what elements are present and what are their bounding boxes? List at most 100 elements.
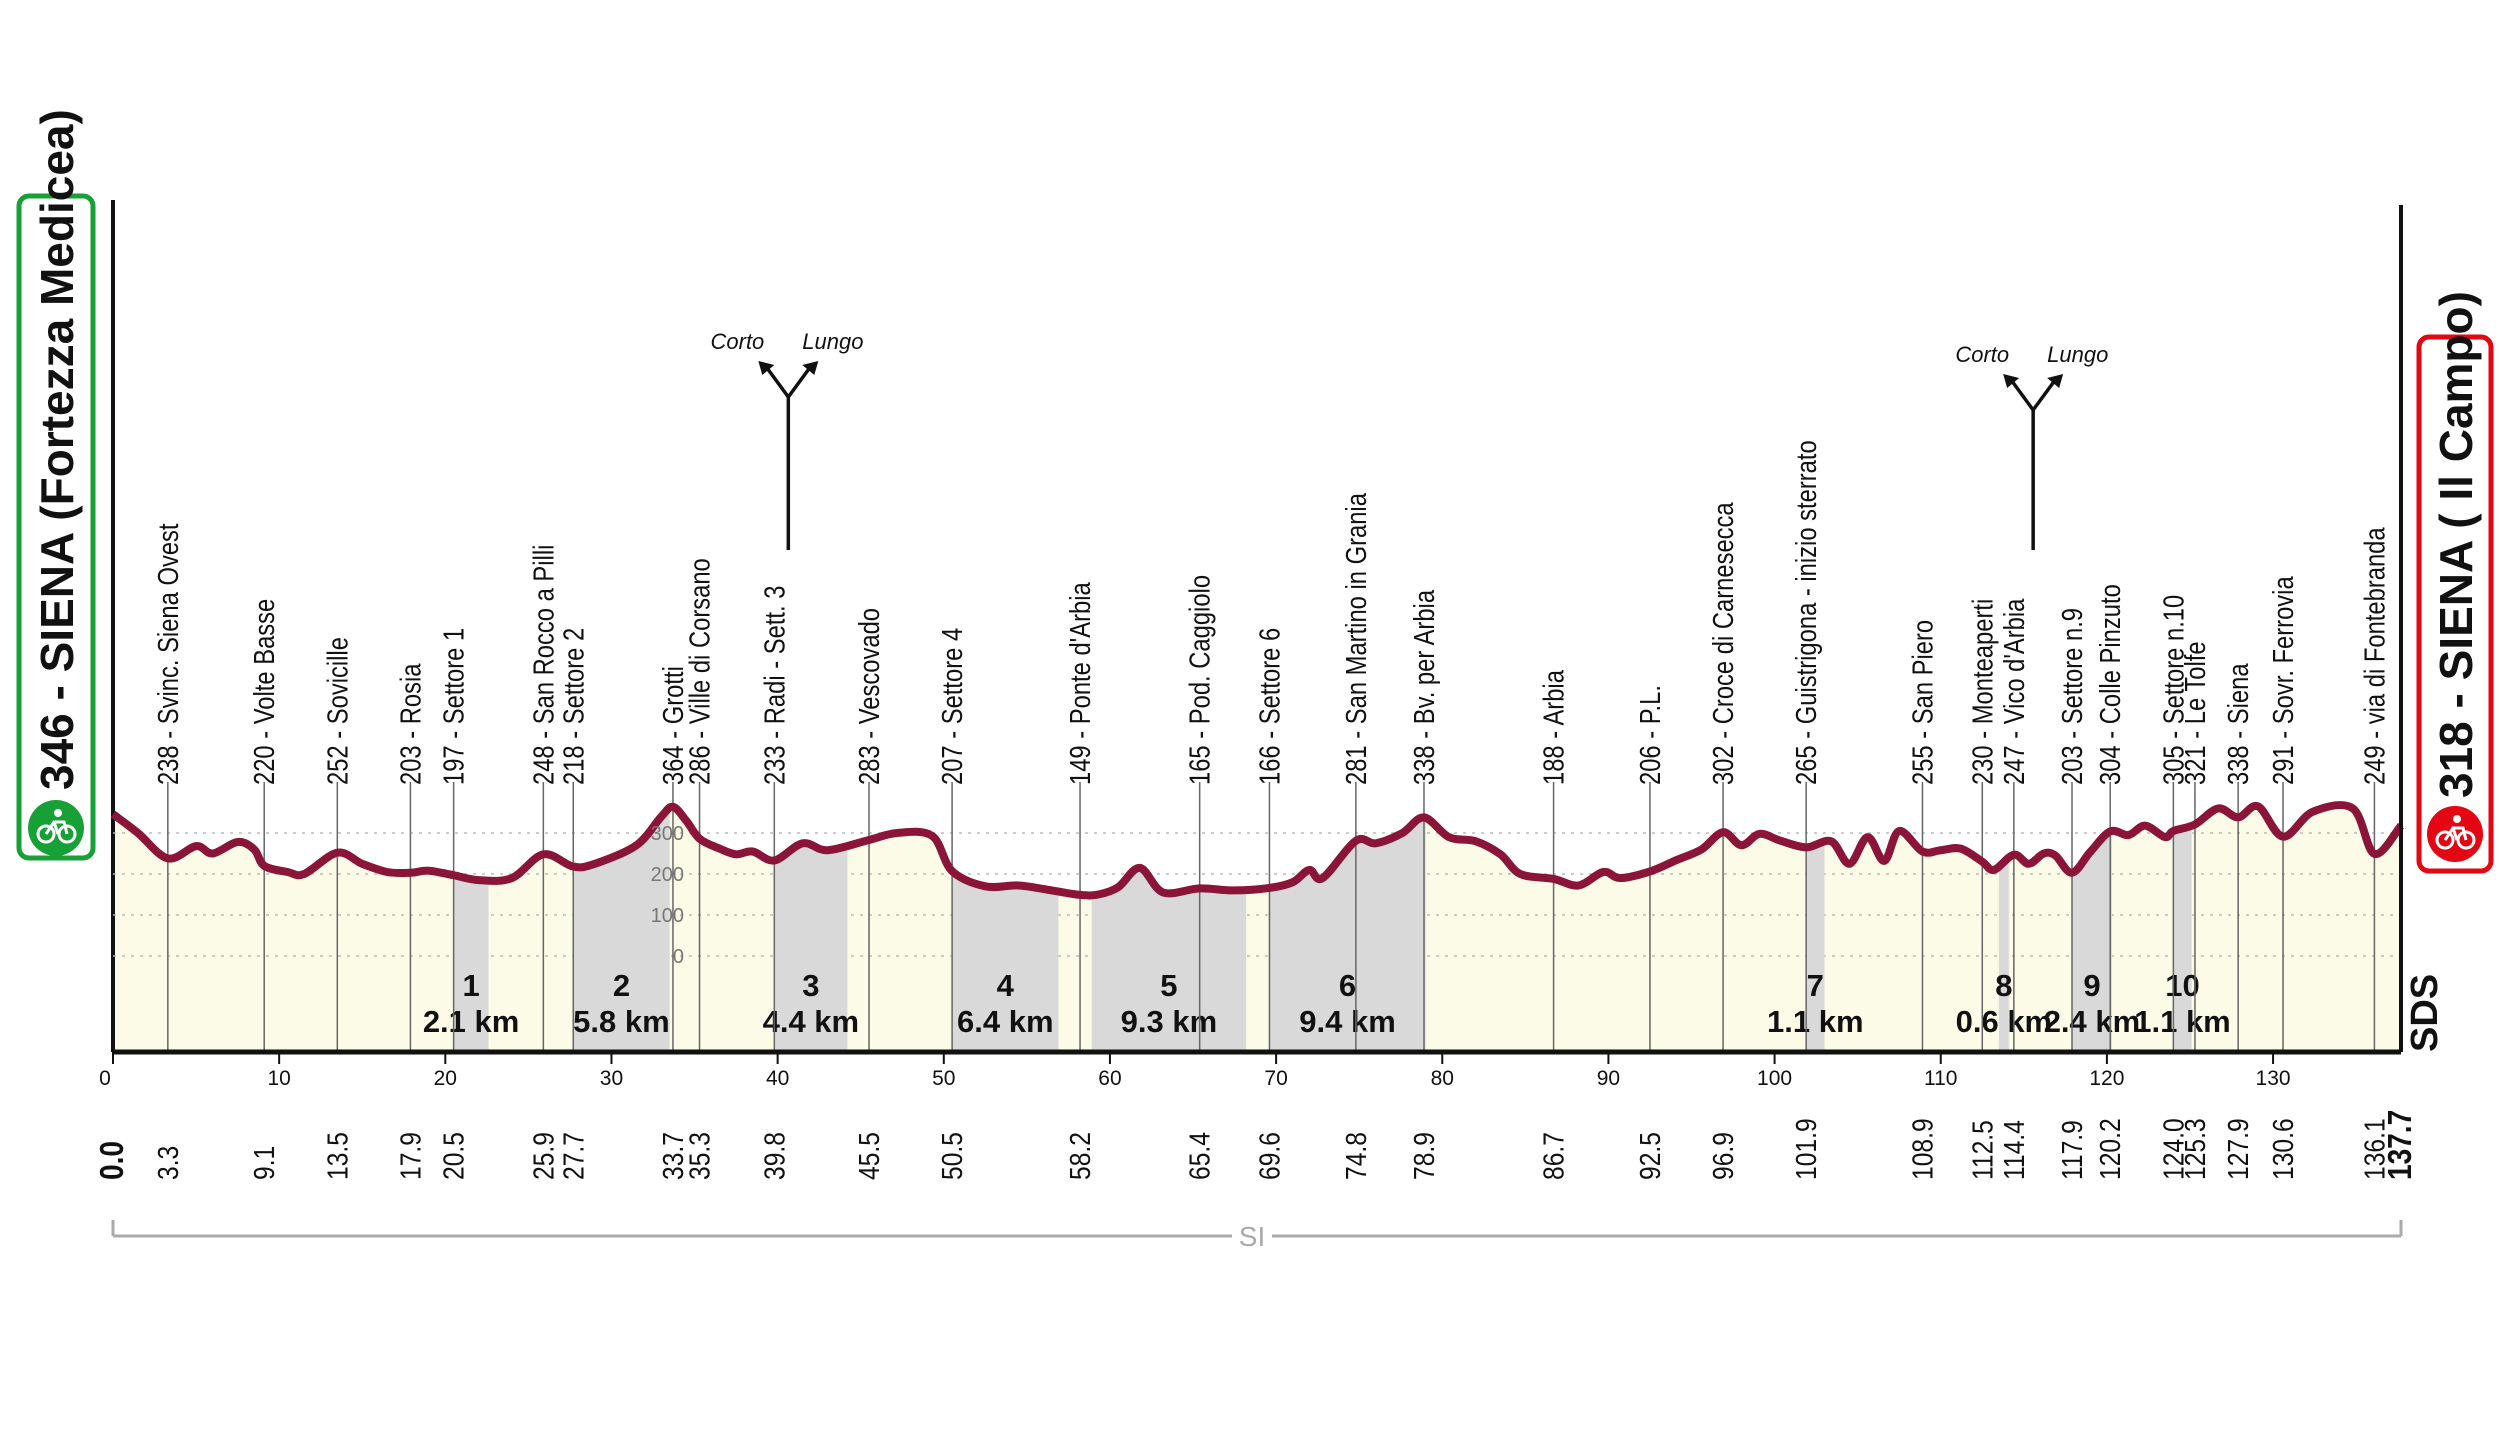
elevation-tick-label: 0 [673, 946, 684, 968]
waypoint-label: 321 - Le Tolfe [2179, 641, 2212, 785]
distance-tick-label: 50 [932, 1067, 955, 1090]
fork-right-arrow [2047, 374, 2064, 388]
sector-length: 0.6 km [1956, 1004, 2053, 1039]
km-label: 69.6 [1254, 1132, 1286, 1180]
distance-tick-label: 70 [1264, 1067, 1287, 1090]
waypoint-label: 218 - Settore 2 [557, 628, 590, 785]
waypoint-label: 188 - Arbia [1537, 670, 1570, 785]
km-label: 78.9 [1408, 1132, 1440, 1180]
waypoint-label: 364 - Grotti [657, 666, 690, 785]
sector-length: 6.4 km [957, 1004, 1054, 1039]
distance-tick-label: 100 [1757, 1067, 1792, 1090]
km-label: 65.4 [1184, 1132, 1216, 1180]
km-label: 58.2 [1064, 1132, 1096, 1180]
waypoint-label: 338 - Siena [2222, 663, 2255, 785]
sector-number: 3 [802, 968, 819, 1003]
km-label: 96.9 [1707, 1132, 1739, 1180]
fork-left-arrow [758, 361, 775, 375]
waypoint-label: 203 - Rosia [394, 663, 427, 785]
km-label: 17.9 [395, 1132, 427, 1180]
sector-number: 10 [2165, 968, 2199, 1003]
elevation-tick-label: 100 [651, 905, 684, 927]
fork-label-corto: Corto [1955, 342, 2009, 367]
bottom-bracket-label: SI [1239, 1221, 1265, 1252]
sds-logo: SDS [2404, 974, 2446, 1052]
distance-tick-label: 90 [1597, 1067, 1620, 1090]
km-label: 127.9 [2222, 1118, 2254, 1180]
km-label: 35.3 [684, 1132, 716, 1180]
sector-number: 2 [613, 968, 630, 1003]
km-label: 108.9 [1907, 1118, 1939, 1180]
finish-box: 318 - SIENA ( Il Campo) [2416, 291, 2494, 874]
sector-length: 9.4 km [1299, 1004, 1396, 1039]
sector-number: 4 [997, 968, 1015, 1003]
fork-left-branch [764, 365, 790, 399]
sector-10-band [2173, 805, 2192, 1052]
km-label: 92.5 [1634, 1132, 1666, 1180]
bottom-bracket: SI [111, 1220, 2403, 1252]
distance-tick-label: 130 [2256, 1067, 2291, 1090]
km-label: 120.2 [2094, 1118, 2126, 1180]
waypoint-label: 304 - Colle Pinzuto [2094, 584, 2127, 785]
distance-tick-label: 60 [1098, 1067, 1121, 1090]
route-fork-marker: Corto Lungo [1955, 342, 2108, 550]
waypoint-label: 247 - Vico d'Arbia [1998, 598, 2031, 785]
start-box: 346 - SIENA (Fortezza Medicea) [16, 109, 96, 861]
profile-line [110, 801, 2405, 900]
km-label: 33.7 [657, 1132, 689, 1180]
km-label: 101.9 [1790, 1118, 1822, 1180]
sector-number: 8 [1995, 968, 2012, 1003]
km-label: 25.9 [528, 1132, 560, 1180]
cyclist-start-icon [28, 800, 84, 856]
km-label: 130.6 [2267, 1118, 2299, 1180]
km-label: 20.5 [438, 1132, 470, 1180]
sector-number: 6 [1339, 968, 1356, 1003]
sector-number: 7 [1807, 968, 1824, 1003]
cyclist-finish-icon [2427, 806, 2483, 862]
fork-left-branch [2009, 378, 2035, 412]
fork-label-corto: Corto [711, 329, 765, 354]
elevation-tick-label: 200 [651, 864, 684, 886]
km-label: 137.7 [2382, 1110, 2419, 1180]
fork-label-lungo: Lungo [802, 329, 863, 354]
waypoint-label: 165 - Pod. Caggiolo [1183, 575, 1216, 785]
waypoint-label: 281 - San Martino in Grania [1340, 493, 1373, 785]
sector-length: 5.8 km [573, 1004, 670, 1039]
waypoint-label: 265 - Guistrigona - inizio sterrato [1790, 440, 1823, 785]
km-label: 50.5 [936, 1132, 968, 1180]
sector-length: 2.4 km [2044, 1004, 2141, 1039]
waypoint-label: 238 - Svinc. Siena Ovest [152, 523, 185, 785]
sector-number: 9 [2083, 968, 2100, 1003]
waypoint-km-labels: 0.0 3.3 9.1 13.5 17.9 20.5 25.927.7 33.735.3 39.… [94, 1110, 2419, 1180]
sector-length: 1.1 km [1767, 1004, 1864, 1039]
waypoint-label: 149 - Ponte d'Arbia [1064, 582, 1097, 785]
waypoint-label: 283 - Vescovado [853, 608, 886, 785]
distance-tick-label: 120 [2089, 1067, 2124, 1090]
waypoint-label: 302 - Croce di Carnesecca [1707, 502, 1740, 785]
km-label: 112.5 [1966, 1120, 1998, 1180]
sector-length: 9.3 km [1121, 1004, 1218, 1039]
sector-number: 1 [462, 968, 479, 1003]
km-label: 27.7 [557, 1132, 589, 1180]
km-label: 45.5 [853, 1132, 885, 1180]
waypoint-label: 203 - Settore n.9 [2056, 608, 2089, 785]
elevation-tick-labels: 300 200 100 0 [651, 823, 684, 968]
waypoint-label: 305 - Settore n.10 [2157, 595, 2190, 785]
waypoint-label: 248 - San Rocco a Pilli [527, 545, 560, 785]
km-label: 3.3 [152, 1146, 184, 1180]
fork-right-arrow [802, 361, 819, 375]
profile-fill [113, 805, 2401, 1052]
km-label: 39.8 [758, 1132, 790, 1180]
waypoint-label: 230 - Monteaperti [1966, 599, 1999, 785]
sector-8-band [1998, 805, 2009, 1052]
waypoint-label: 249 - via di Fontebranda [2358, 527, 2391, 785]
km-label: 124.0 [2158, 1118, 2190, 1180]
distance-tick-label: 30 [600, 1067, 623, 1090]
elevation-tick-label: 300 [651, 823, 684, 845]
fork-label-lungo: Lungo [2047, 342, 2108, 367]
waypoint-label: 233 - Radi - Sett. 3 [758, 586, 791, 785]
waypoint-label: 207 - Settore 4 [936, 628, 969, 785]
waypoint-lines [167, 782, 2376, 1052]
sector-length: 4.4 km [763, 1004, 860, 1039]
